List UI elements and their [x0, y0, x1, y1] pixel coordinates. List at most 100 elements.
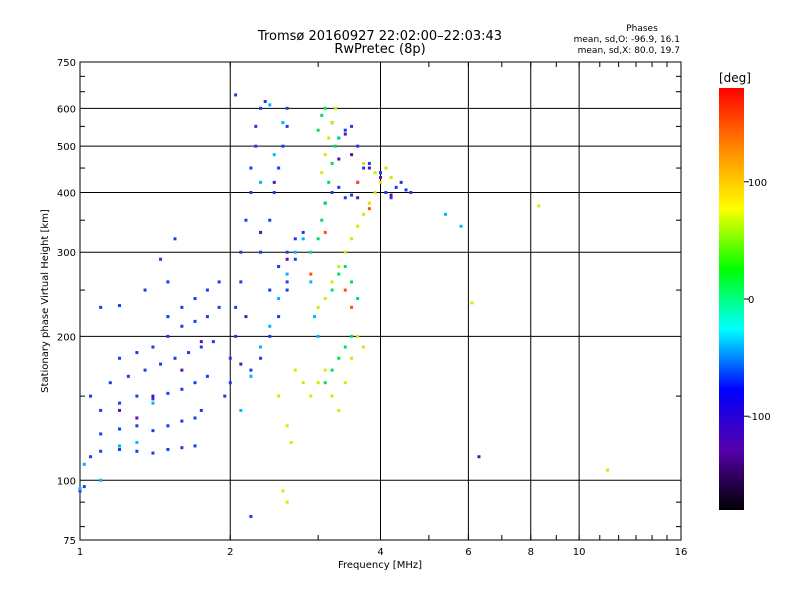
data-point: [373, 171, 377, 175]
data-point: [356, 196, 360, 200]
data-point: [281, 144, 285, 148]
x-axis-label: Frequency [MHz]: [338, 560, 422, 571]
data-point: [135, 440, 139, 444]
data-point: [193, 381, 197, 385]
data-point: [99, 408, 103, 412]
data-point: [249, 374, 253, 378]
x-axis: 1 2 4 6 8 10 16: [77, 62, 688, 558]
grid-lines: [80, 62, 681, 540]
y-axis: 75 100 200 300 400 500 600 750: [57, 58, 681, 547]
data-point: [135, 416, 139, 420]
data-point: [187, 351, 191, 355]
data-point: [259, 250, 263, 254]
data-point: [173, 237, 177, 241]
data-point: [217, 305, 221, 309]
data-point: [301, 230, 305, 234]
data-point: [78, 487, 82, 491]
data-point: [166, 334, 170, 338]
data-point: [285, 280, 289, 284]
data-point: [277, 297, 281, 301]
data-point: [82, 462, 86, 466]
data-point: [343, 381, 347, 385]
data-point: [268, 324, 272, 328]
data-point: [199, 345, 203, 349]
y-tick-label: 100: [57, 476, 76, 487]
data-point: [277, 315, 281, 319]
data-point: [459, 224, 463, 228]
data-point: [118, 427, 122, 431]
data-point: [217, 280, 221, 284]
data-point: [180, 446, 184, 450]
data-point: [293, 257, 297, 261]
phases-mean-x: mean, sd,X: 80.0, 19.7: [578, 46, 680, 56]
colorbar-tick-label: 0: [748, 295, 754, 306]
data-point: [293, 368, 297, 372]
data-point: [263, 100, 267, 104]
data-point: [316, 381, 320, 385]
data-point: [367, 201, 371, 205]
data-point: [135, 449, 139, 453]
data-point: [244, 315, 248, 319]
data-point: [272, 190, 276, 194]
data-point: [173, 356, 177, 360]
data-point: [277, 265, 281, 269]
colorbar-label: [deg]: [719, 71, 751, 85]
data-point: [166, 447, 170, 451]
data-point: [205, 374, 209, 378]
data-point: [379, 180, 382, 184]
y-tick-label: 500: [57, 142, 76, 153]
data-point: [470, 301, 474, 305]
data-point: [323, 106, 327, 110]
data-point: [316, 128, 320, 132]
data-point: [330, 288, 334, 292]
data-point: [259, 106, 263, 110]
data-point: [249, 166, 253, 170]
data-point: [199, 340, 203, 344]
x-tick-label: 6: [465, 547, 471, 558]
data-point: [259, 345, 263, 349]
colorbar-tick-label: 100: [748, 178, 767, 189]
data-point: [350, 334, 354, 338]
data-point: [337, 136, 341, 140]
data-point: [356, 224, 360, 228]
data-point: [343, 288, 347, 292]
y-axis-label: Stationary phase Virtual Height [km]: [40, 209, 51, 393]
phases-title: Phases: [626, 24, 658, 34]
x-tick-label: 16: [675, 547, 688, 558]
data-point: [343, 128, 347, 132]
data-point: [99, 305, 103, 309]
data-point: [285, 106, 289, 110]
data-point: [309, 272, 313, 276]
data-point: [180, 387, 184, 391]
data-point: [327, 180, 331, 184]
data-point: [249, 190, 253, 194]
data-point: [151, 451, 155, 455]
data-point: [384, 166, 388, 170]
data-point: [193, 416, 197, 420]
data-point: [316, 237, 320, 241]
data-point: [350, 305, 354, 309]
x-tick-label: 10: [573, 547, 586, 558]
data-point: [323, 368, 327, 372]
chart-title-line2: RwPretec (8p): [334, 42, 425, 57]
data-point: [166, 391, 170, 395]
data-point: [404, 188, 408, 192]
data-point: [285, 272, 289, 276]
data-point: [159, 257, 163, 261]
data-point: [309, 280, 313, 284]
data-point: [379, 171, 382, 175]
data-point: [343, 132, 347, 136]
data-point: [234, 305, 238, 309]
data-point: [228, 381, 232, 385]
data-point: [293, 250, 297, 254]
data-point: [330, 394, 334, 398]
data-point: [330, 368, 334, 372]
colorbar-ticks: 100 0 -100: [744, 178, 771, 423]
data-point: [316, 305, 320, 309]
data-point: [281, 121, 285, 125]
data-point: [272, 153, 276, 157]
data-point: [180, 368, 184, 372]
data-point: [356, 334, 360, 338]
y-tick-label: 750: [57, 58, 76, 69]
data-point: [166, 280, 170, 284]
